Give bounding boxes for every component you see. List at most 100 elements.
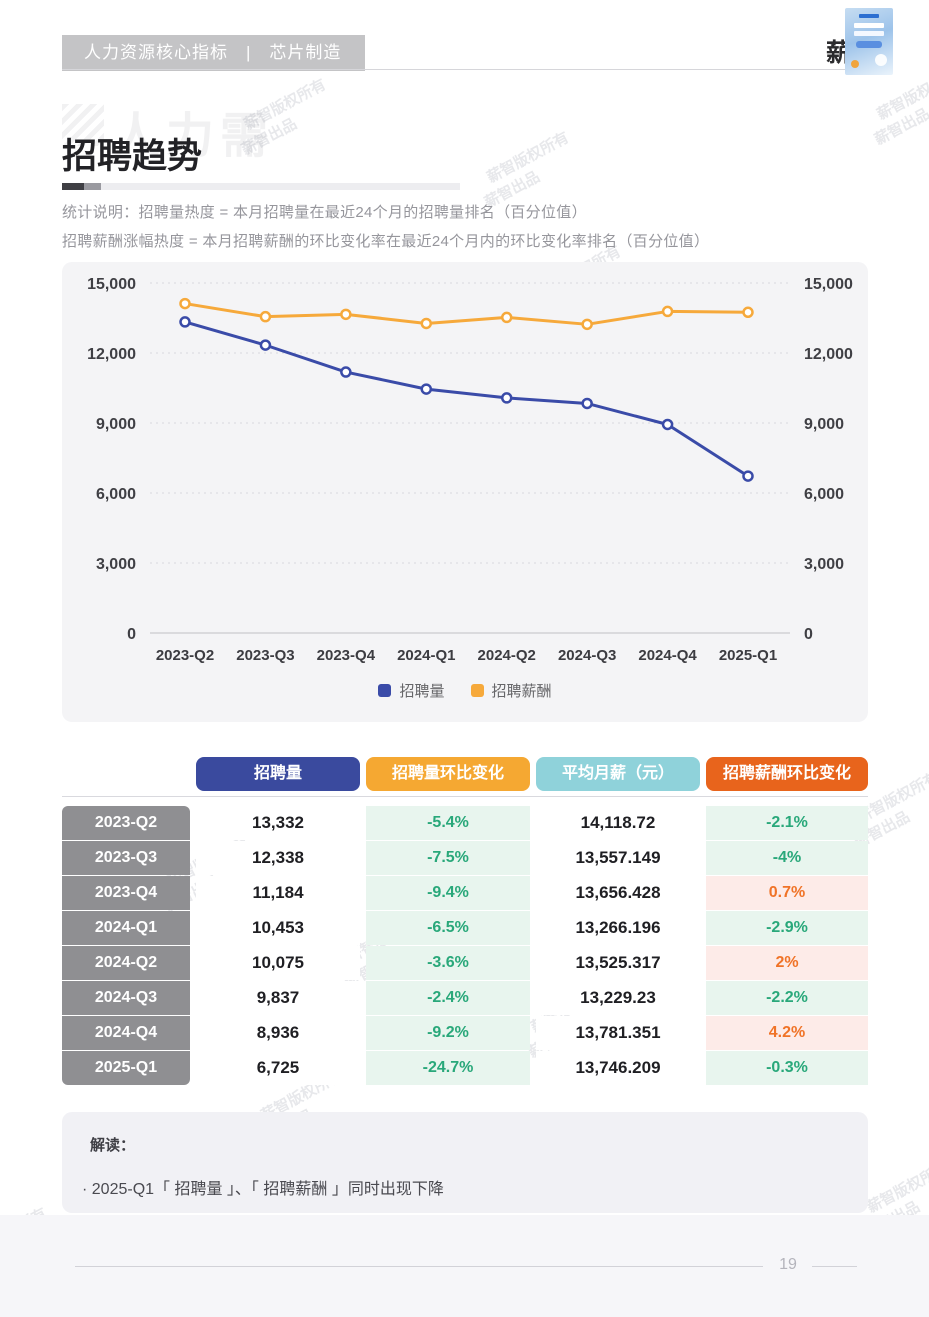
page-footer: 19: [0, 1256, 929, 1278]
svg-text:2023-Q2: 2023-Q2: [156, 647, 214, 664]
trend-line-chart: 15,000 15,000 12,000 12,000 9,000 9,000 6,000 6…: [62, 262, 868, 722]
legend-label: 招聘薪酬: [491, 683, 552, 700]
insight-bullet: · 2025-Q1「 招聘量 」、「 招聘薪酬 」同时出现下降: [82, 1181, 444, 1198]
table-header-row: 招聘量 招聘量环比变化 平均月薪（元） 招聘薪酬环比变化: [62, 757, 868, 791]
svg-text:3,000: 3,000: [804, 556, 844, 573]
cell-avg-salary: 13,656.428: [536, 876, 700, 910]
insight-label: 解读：: [90, 1137, 136, 1154]
copyright-watermark: 薪智版权所有薪智出品: [871, 66, 929, 149]
svg-text:2024-Q4: 2024-Q4: [638, 647, 697, 664]
cell-volume-change: -24.7%: [366, 1051, 530, 1085]
hatch-decoration-icon: [62, 104, 104, 146]
svg-text:0: 0: [127, 626, 136, 643]
page-number: 19: [779, 1256, 797, 1273]
cell-avg-salary: 13,266.196: [536, 911, 700, 945]
table-row: 2024-Q4 8,936 -9.2% 13,781.351 4.2%: [62, 1016, 868, 1050]
cell-volume-change: -9.2%: [366, 1016, 530, 1050]
cell-avg-salary: 13,746.209: [536, 1051, 700, 1085]
footer-rule-left: [75, 1266, 763, 1267]
table-row: 2024-Q1 10,453 -6.5% 13,266.196 -2.9%: [62, 911, 868, 945]
column-header: 招聘量环比变化: [366, 757, 530, 791]
cell-avg-salary: 13,525.317: [536, 946, 700, 980]
cell-volume: 10,075: [196, 946, 360, 980]
row-period-label: 2024-Q3: [62, 981, 190, 1015]
breadcrumb: 人力资源核心指标 | 芯片制造: [62, 35, 365, 71]
row-period-label: 2023-Q3: [62, 841, 190, 875]
cell-volume-change: -7.5%: [366, 841, 530, 875]
cell-volume: 9,837: [196, 981, 360, 1015]
svg-text:15,000: 15,000: [87, 276, 136, 293]
svg-text:12,000: 12,000: [87, 346, 136, 363]
svg-text:15,000: 15,000: [804, 276, 853, 293]
legend-swatch: [378, 684, 392, 697]
svg-text:2023-Q3: 2023-Q3: [236, 647, 294, 664]
cell-avg-salary: 14,118.72: [536, 806, 700, 840]
row-period-label: 2023-Q2: [62, 806, 190, 840]
column-header: 招聘量: [196, 757, 360, 791]
footer-rule-right: [812, 1266, 857, 1267]
cell-volume: 12,338: [196, 841, 360, 875]
svg-text:3,000: 3,000: [96, 556, 136, 573]
table-row: 2024-Q2 10,075 -3.6% 13,525.317 2%: [62, 946, 868, 980]
svg-text:9,000: 9,000: [96, 416, 136, 433]
brand-logo: [845, 8, 893, 75]
cell-salary-change: -0.3%: [706, 1051, 868, 1085]
insight-box: 解读： · 2025-Q1「 招聘量 」、「 招聘薪酬 」同时出现下降: [62, 1112, 868, 1213]
cell-volume: 13,332: [196, 806, 360, 840]
row-period-label: 2025-Q1: [62, 1051, 190, 1085]
page-title: 招聘趋势: [62, 137, 203, 176]
row-period-label: 2024-Q1: [62, 911, 190, 945]
chart-canvas: 15,000 15,000 12,000 12,000 9,000 9,000 6,000 6…: [87, 276, 853, 664]
stat-note-line2: 招聘薪酬涨幅热度 = 本月招聘薪酬的环比变化率在最近24个月内的环比变化率排名（…: [62, 233, 710, 250]
cell-volume-change: -3.6%: [366, 946, 530, 980]
svg-text:9,000: 9,000: [804, 416, 844, 433]
svg-text:6,000: 6,000: [96, 486, 136, 503]
cell-salary-change: -2.1%: [706, 806, 868, 840]
cell-volume-change: -2.4%: [366, 981, 530, 1015]
cell-salary-change: -2.2%: [706, 981, 868, 1015]
cell-salary-change: 2%: [706, 946, 868, 980]
table-row: 2023-Q3 12,338 -7.5% 13,557.149 -4%: [62, 841, 868, 875]
row-period-label: 2023-Q4: [62, 876, 190, 910]
title-underline: [62, 183, 460, 190]
svg-text:2024-Q3: 2024-Q3: [558, 647, 616, 664]
cell-salary-change: 4.2%: [706, 1016, 868, 1050]
section-background-watermark: 人力需: [112, 110, 275, 163]
cell-salary-change: 0.7%: [706, 876, 868, 910]
row-period-label: 2024-Q2: [62, 946, 190, 980]
svg-text:2023-Q4: 2023-Q4: [317, 647, 376, 664]
column-header: 招聘薪酬环比变化: [706, 757, 868, 791]
row-period-label: 2024-Q4: [62, 1016, 190, 1050]
cell-avg-salary: 13,557.149: [536, 841, 700, 875]
table-row: 2023-Q4 11,184 -9.4% 13,656.428 0.7%: [62, 876, 868, 910]
cell-volume: 8,936: [196, 1016, 360, 1050]
chart-legend: 招聘量 招聘薪酬: [62, 680, 868, 701]
table-row: 2023-Q2 13,332 -5.4% 14,118.72 -2.1%: [62, 806, 868, 840]
cell-volume: 11,184: [196, 876, 360, 910]
svg-text:12,000: 12,000: [804, 346, 853, 363]
table-body: 2023-Q2 13,332 -5.4% 14,118.72 -2.1% 2023-Q3 1…: [62, 806, 868, 1086]
legend-swatch: [470, 684, 484, 697]
cell-salary-change: -2.9%: [706, 911, 868, 945]
cell-volume: 10,453: [196, 911, 360, 945]
cell-volume-change: -9.4%: [366, 876, 530, 910]
legend-label: 招聘量: [399, 683, 445, 700]
legend-item: 招聘薪酬: [470, 680, 552, 701]
breadcrumb-label: 人力资源核心指标 | 芯片制造: [84, 43, 342, 62]
table-row: 2024-Q3 9,837 -2.4% 13,229.23 -2.2%: [62, 981, 868, 1015]
table-header-divider: [62, 796, 868, 797]
cell-volume-change: -6.5%: [366, 911, 530, 945]
svg-text:2024-Q2: 2024-Q2: [478, 647, 536, 664]
cell-volume-change: -5.4%: [366, 806, 530, 840]
table-row: 2025-Q1 6,725 -24.7% 13,746.209 -0.3%: [62, 1051, 868, 1085]
svg-text:2024-Q1: 2024-Q1: [397, 647, 455, 664]
cell-volume: 6,725: [196, 1051, 360, 1085]
svg-text:0: 0: [804, 626, 813, 643]
cell-avg-salary: 13,781.351: [536, 1016, 700, 1050]
stat-note-line1: 统计说明：招聘量热度 = 本月招聘量在最近24个月的招聘量排名（百分位值）: [62, 204, 587, 221]
cell-avg-salary: 13,229.23: [536, 981, 700, 1015]
svg-text:2025-Q1: 2025-Q1: [719, 647, 777, 664]
quarterly-data-table: 招聘量 招聘量环比变化 平均月薪（元） 招聘薪酬环比变化 2023-Q2 13,332-…: [62, 757, 868, 1085]
svg-text:6,000: 6,000: [804, 486, 844, 503]
